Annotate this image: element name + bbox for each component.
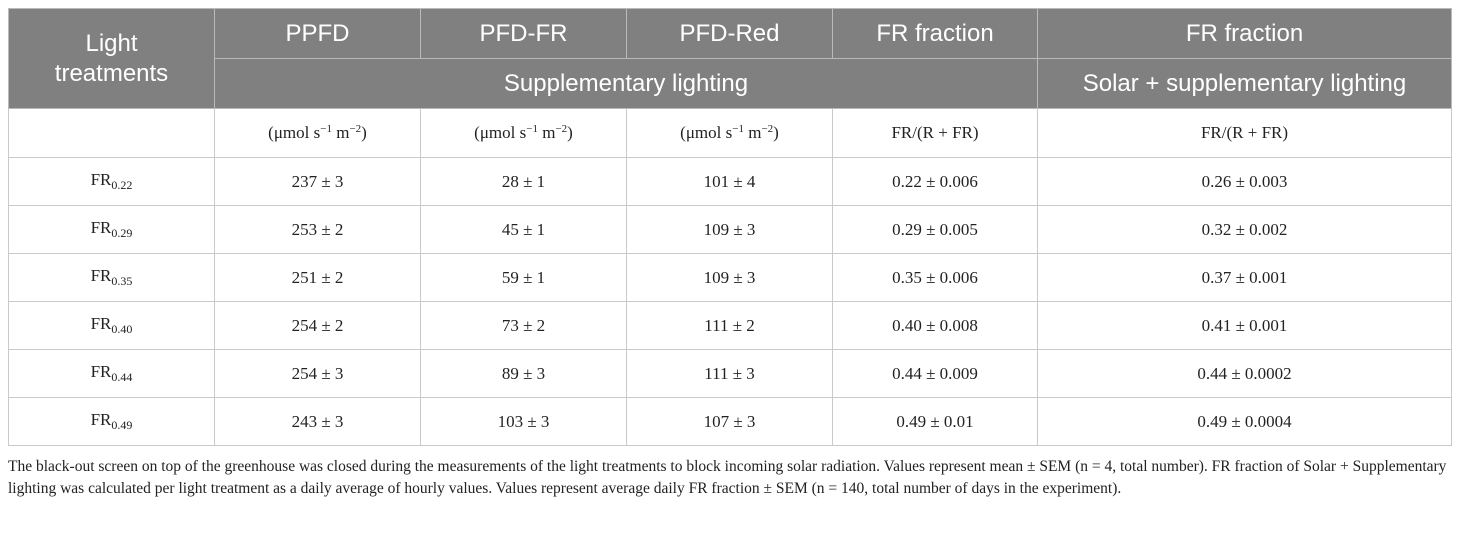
unit-text: (μmol s	[268, 123, 321, 142]
cell-pfd-fr: 59 ± 1	[420, 253, 627, 302]
cell-light-treatment: FR0.49	[8, 397, 215, 446]
unit-exponent: −1	[732, 123, 744, 135]
unit-text: m	[331, 123, 350, 142]
table-row: FR0.44 254 ± 3 89 ± 3 111 ± 3 0.44 ± 0.009 0.…	[8, 349, 1452, 398]
header-group-supplementary-lighting: Supplementary lighting	[214, 58, 1038, 109]
header-row-2: Supplementary lighting Solar + supplemen…	[9, 58, 1452, 109]
cell-ppfd: 253 ± 2	[214, 205, 421, 254]
cell-pfd-red: 107 ± 3	[626, 397, 833, 446]
cell-pfd-fr: 28 ± 1	[420, 157, 627, 206]
table-row: FR0.29 253 ± 2 45 ± 1 109 ± 3 0.29 ± 0.005 0.…	[8, 205, 1452, 254]
cell-ppfd: 254 ± 2	[214, 301, 421, 350]
cell-light-treatment: FR0.40	[8, 301, 215, 350]
cell-pfd-fr: 89 ± 3	[420, 349, 627, 398]
cell-pfd-red: 109 ± 3	[626, 205, 833, 254]
cell-fr-fraction-solar: 0.49 ± 0.0004	[1037, 397, 1452, 446]
treatment-subscript: 0.35	[111, 274, 133, 288]
cell-fr-fraction-supplementary: 0.35 ± 0.006	[832, 253, 1038, 302]
cell-pfd-fr: 103 ± 3	[420, 397, 627, 446]
units-cell-ppfd: (μmol s−1 m−2)	[214, 108, 421, 158]
cell-ppfd: 251 ± 2	[214, 253, 421, 302]
cell-fr-fraction-solar: 0.37 ± 0.001	[1037, 253, 1452, 302]
unit-text: (μmol s	[680, 123, 733, 142]
table-row: FR0.49 243 ± 3 103 ± 3 107 ± 3 0.49 ± 0.01 0.…	[8, 397, 1452, 446]
light-treatments-table-wrapper: Light treatments PPFD PFD-FR PFD-Red FR …	[8, 8, 1452, 446]
cell-ppfd: 254 ± 3	[214, 349, 421, 398]
treatment-subscript: 0.22	[111, 178, 133, 192]
cell-ppfd: 243 ± 3	[214, 397, 421, 446]
treatment-subscript: 0.29	[111, 226, 133, 240]
table-footnote: The black-out screen on top of the green…	[8, 458, 1447, 497]
treatment-label: FR	[90, 362, 112, 381]
treatment-label: FR	[90, 314, 112, 333]
cell-pfd-red: 111 ± 2	[626, 301, 833, 350]
header-fr-fraction-supplementary: FR fraction	[832, 8, 1038, 59]
cell-fr-fraction-solar: 0.26 ± 0.003	[1037, 157, 1452, 206]
header-light-treatments-line1: Light	[85, 29, 138, 57]
unit-exponent: −2	[761, 123, 774, 135]
cell-pfd-red: 111 ± 3	[626, 349, 833, 398]
unit-exponent: −1	[526, 123, 538, 135]
cell-fr-fraction-supplementary: 0.49 ± 0.01	[832, 397, 1038, 446]
header-fr-fraction-solar: FR fraction	[1037, 8, 1452, 59]
unit-text: )	[567, 123, 573, 142]
table-header: Light treatments PPFD PFD-FR PFD-Red FR …	[8, 8, 1452, 109]
treatment-subscript: 0.49	[111, 418, 133, 432]
header-row-1: Light treatments PPFD PFD-FR PFD-Red FR …	[8, 8, 1452, 109]
table-body: (μmol s−1 m−2) (μmol s−1 m−2) (μmol s−1 …	[8, 108, 1452, 446]
header-pfd-red: PFD-Red	[626, 8, 833, 59]
units-cell-pfd-fr: (μmol s−1 m−2)	[420, 108, 627, 158]
header-light-treatments-line2: treatments	[54, 59, 169, 87]
unit-exponent: −2	[555, 123, 568, 135]
unit-text: (μmol s	[474, 123, 527, 142]
treatment-label: FR	[90, 410, 112, 429]
units-cell-fr-fraction-solar: FR/(R + FR)	[1037, 108, 1452, 158]
cell-light-treatment: FR0.29	[8, 205, 215, 254]
cell-light-treatment: FR0.22	[8, 157, 215, 206]
cell-pfd-fr: 73 ± 2	[420, 301, 627, 350]
treatment-subscript: 0.40	[111, 322, 133, 336]
unit-text: m	[537, 123, 556, 142]
cell-fr-fraction-supplementary: 0.44 ± 0.009	[832, 349, 1038, 398]
cell-light-treatment: FR0.44	[8, 349, 215, 398]
table-row: FR0.35 251 ± 2 59 ± 1 109 ± 3 0.35 ± 0.006 0.…	[8, 253, 1452, 302]
header-group-solar-supplementary-lighting: Solar + supplementary lighting	[1037, 58, 1452, 109]
header-pfd-fr: PFD-FR	[420, 8, 627, 59]
treatment-subscript: 0.44	[111, 370, 133, 384]
cell-fr-fraction-supplementary: 0.29 ± 0.005	[832, 205, 1038, 254]
cell-fr-fraction-solar: 0.44 ± 0.0002	[1037, 349, 1452, 398]
light-treatments-table: Light treatments PPFD PFD-FR PFD-Red FR …	[8, 8, 1452, 446]
treatment-label: FR	[90, 170, 112, 189]
cell-fr-fraction-solar: 0.41 ± 0.001	[1037, 301, 1452, 350]
units-cell-pfd-red: (μmol s−1 m−2)	[626, 108, 833, 158]
units-row: (μmol s−1 m−2) (μmol s−1 m−2) (μmol s−1 …	[8, 108, 1452, 158]
unit-exponent: −1	[320, 123, 332, 135]
cell-pfd-red: 101 ± 4	[626, 157, 833, 206]
cell-ppfd: 237 ± 3	[214, 157, 421, 206]
cell-fr-fraction-supplementary: 0.40 ± 0.008	[832, 301, 1038, 350]
cell-fr-fraction-supplementary: 0.22 ± 0.006	[832, 157, 1038, 206]
treatment-label: FR	[90, 266, 112, 285]
header-light-treatments: Light treatments	[8, 8, 215, 109]
unit-exponent: −2	[349, 123, 362, 135]
table-row: FR0.40 254 ± 2 73 ± 2 111 ± 2 0.40 ± 0.008 0.…	[8, 301, 1452, 350]
header-ppfd: PPFD	[214, 8, 421, 59]
units-cell-empty	[8, 108, 215, 158]
treatment-label: FR	[90, 218, 112, 237]
cell-pfd-red: 109 ± 3	[626, 253, 833, 302]
cell-pfd-fr: 45 ± 1	[420, 205, 627, 254]
unit-text: )	[361, 123, 367, 142]
unit-text: )	[773, 123, 779, 142]
cell-light-treatment: FR0.35	[8, 253, 215, 302]
table-row: FR0.22 237 ± 3 28 ± 1 101 ± 4 0.22 ± 0.006 0.…	[8, 157, 1452, 206]
unit-text: m	[743, 123, 762, 142]
cell-fr-fraction-solar: 0.32 ± 0.002	[1037, 205, 1452, 254]
units-cell-fr-fraction-supplementary: FR/(R + FR)	[832, 108, 1038, 158]
